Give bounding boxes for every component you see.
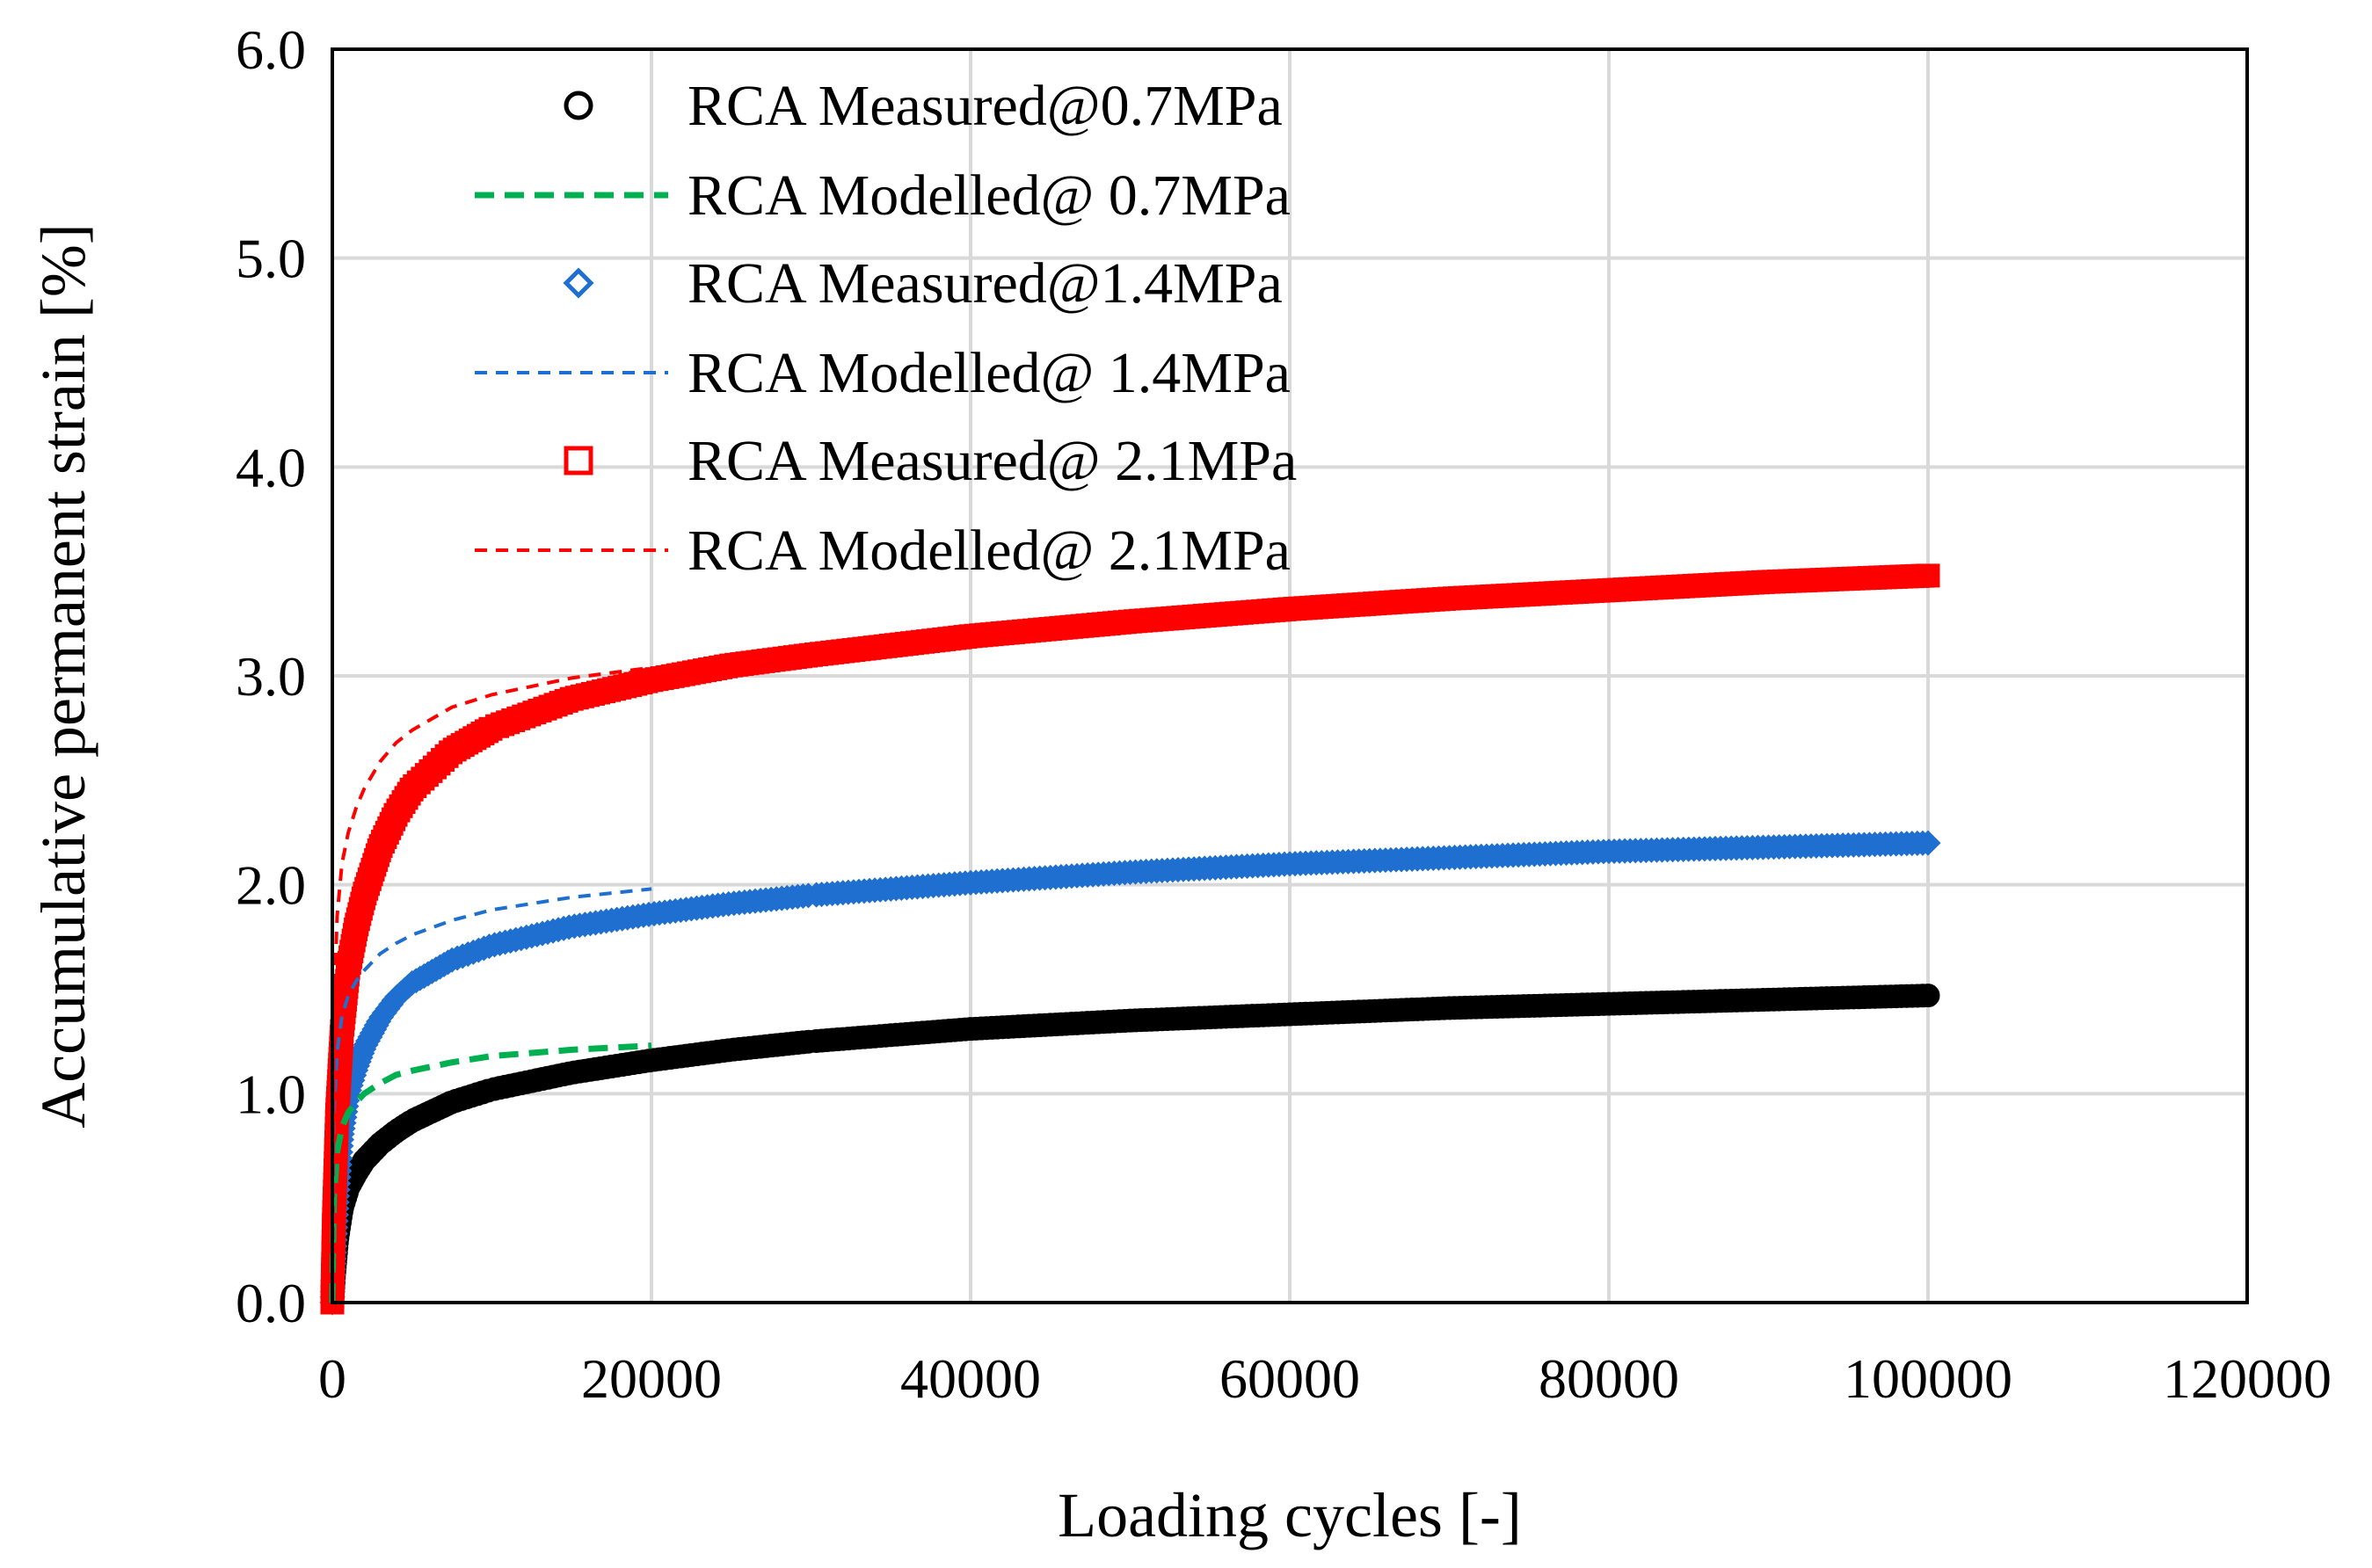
series-4 xyxy=(320,563,1940,1315)
legend-item: RCA Measured@ 2.1MPa xyxy=(564,429,1297,493)
y-tick-label: 4.0 xyxy=(236,436,306,498)
series-5 xyxy=(331,665,652,1303)
legend-marker xyxy=(564,91,593,120)
legend-item: RCA Modelled@ 2.1MPa xyxy=(475,519,1291,583)
legend-label: RCA Measured@ 2.1MPa xyxy=(688,429,1297,493)
legend-item: RCA Measured@0.7MPa xyxy=(564,74,1283,138)
x-tick-label: 40000 xyxy=(900,1347,1041,1410)
legend-label: RCA Modelled@ 0.7MPa xyxy=(688,163,1291,228)
data-point xyxy=(1916,984,1940,1008)
series-line xyxy=(331,665,652,1303)
x-tick-label: 100000 xyxy=(1844,1347,2012,1410)
data-point xyxy=(1916,563,1940,588)
series-layer xyxy=(319,563,1941,1316)
y-tick-label: 1.0 xyxy=(236,1063,306,1125)
y-axis-title: Accumulative permanent strain [%] xyxy=(28,223,98,1129)
x-tick-label: 20000 xyxy=(581,1347,722,1410)
x-tick-label: 0 xyxy=(318,1347,346,1410)
series-1 xyxy=(329,1042,652,1303)
legend: RCA Measured@0.7MPa RCA Modelled@ 0.7MPa R… xyxy=(475,74,1297,583)
legend-label: RCA Measured@1.4MPa xyxy=(688,251,1283,316)
legend-item: RCA Modelled@ 0.7MPa xyxy=(475,163,1291,228)
x-axis-title: Loading cycles [-] xyxy=(1058,1480,1522,1550)
legend-marker xyxy=(563,267,594,299)
tick-labels: 0 20000 40000 60000 80000 100000 120000 0.0 1.0 2… xyxy=(236,18,2332,1410)
legend-item: RCA Modelled@ 1.4MPa xyxy=(475,341,1291,405)
legend-label: RCA Modelled@ 1.4MPa xyxy=(688,341,1291,405)
series-0 xyxy=(320,984,1940,1315)
legend-item: RCA Measured@1.4MPa xyxy=(563,251,1283,316)
series-line xyxy=(329,1042,652,1303)
series-3 xyxy=(331,887,652,1303)
plot-frame xyxy=(331,47,2249,1304)
data-point xyxy=(1915,830,1941,856)
y-tick-label: 3.0 xyxy=(236,645,306,708)
y-tick-label: 0.0 xyxy=(236,1272,306,1334)
x-tick-label: 60000 xyxy=(1219,1347,1360,1410)
legend-marker xyxy=(564,446,593,475)
x-tick-label: 120000 xyxy=(2163,1347,2332,1410)
y-tick-label: 5.0 xyxy=(236,228,306,290)
y-tick-label: 2.0 xyxy=(236,854,306,917)
x-tick-label: 80000 xyxy=(1539,1347,1679,1410)
y-tick-label: 6.0 xyxy=(236,18,306,81)
legend-label: RCA Modelled@ 2.1MPa xyxy=(688,519,1291,583)
legend-label: RCA Measured@0.7MPa xyxy=(688,74,1283,138)
series-line xyxy=(331,887,652,1303)
